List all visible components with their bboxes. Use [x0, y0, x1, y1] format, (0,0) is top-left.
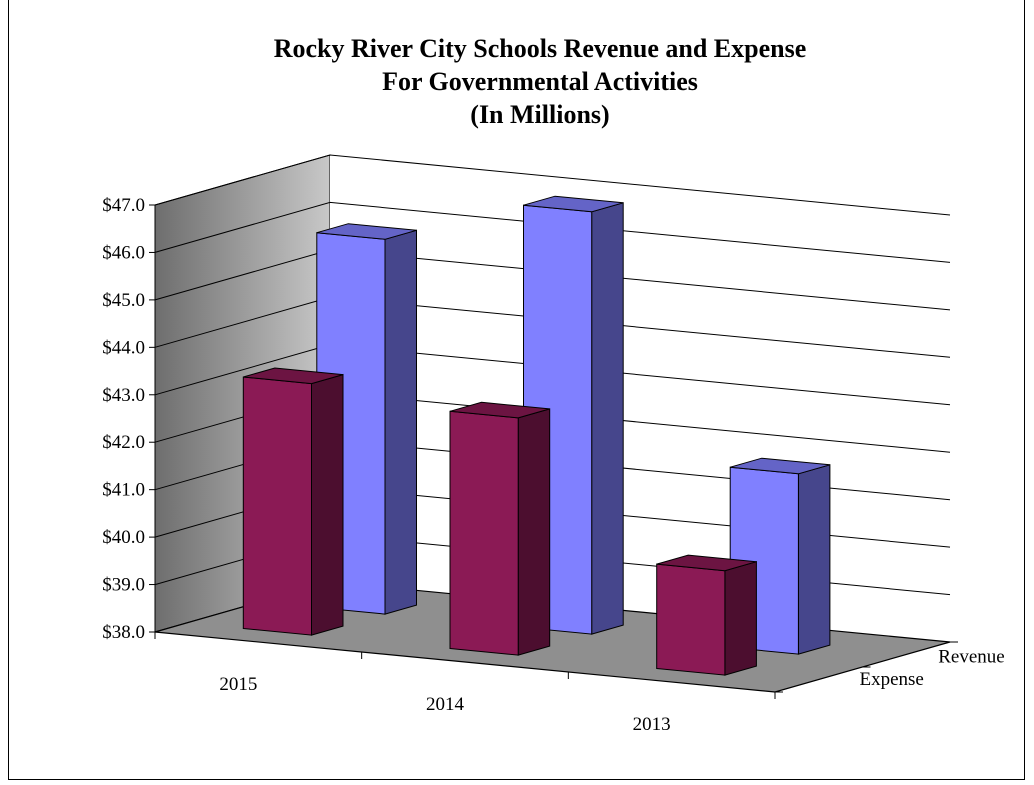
y-tick-label: $40.0 — [102, 527, 145, 548]
bar-top — [449, 401, 550, 419]
y-tick-label: $46.0 — [102, 242, 145, 263]
bar-expense-2013 — [656, 554, 757, 676]
chart-frame — [8, 0, 1025, 780]
bar-top — [656, 554, 757, 572]
bar-side — [384, 229, 417, 615]
chart-subtitle: For Governmental Activities — [382, 67, 698, 96]
bar-front — [656, 563, 726, 676]
y-tick-label: $43.0 — [102, 385, 145, 406]
x-tick-label: 2014 — [426, 694, 465, 715]
chart-title: Rocky River City Schools Revenue and Exp… — [273, 34, 807, 63]
bar-top — [730, 457, 831, 475]
y-tick-label: $47.0 — [102, 195, 145, 216]
y-tick-label: $44.0 — [102, 337, 145, 358]
bar-side — [517, 408, 551, 656]
bar-side — [797, 464, 831, 655]
gridline — [154, 154, 951, 216]
y-tick-label: $39.0 — [102, 575, 145, 596]
bar-front — [449, 410, 519, 656]
bar-top — [316, 223, 417, 240]
bar-top — [523, 195, 624, 213]
bar-side — [591, 202, 624, 635]
bar-expense-2015 — [242, 367, 344, 636]
chart-title-block: Rocky River City Schools Revenue and Exp… — [200, 32, 880, 131]
depth-label-expense: Expense — [860, 669, 924, 690]
back-wall — [330, 155, 950, 642]
y-tick-label: $45.0 — [102, 290, 145, 311]
y-tick-label: $38.0 — [102, 622, 145, 643]
depth-label-revenue: Revenue — [938, 647, 1004, 668]
bar-side — [311, 373, 344, 636]
x-tick-label: 2013 — [633, 714, 671, 735]
x-tick-label: 2015 — [219, 674, 257, 695]
bar-front — [242, 376, 312, 636]
bar-side — [724, 561, 757, 676]
y-tick-label: $41.0 — [102, 480, 145, 501]
chart-units-note: (In Millions) — [470, 100, 610, 129]
gridline — [154, 201, 951, 263]
bar-expense-2014 — [449, 401, 551, 656]
y-tick-label: $42.0 — [102, 432, 145, 453]
bar-top — [243, 367, 344, 385]
